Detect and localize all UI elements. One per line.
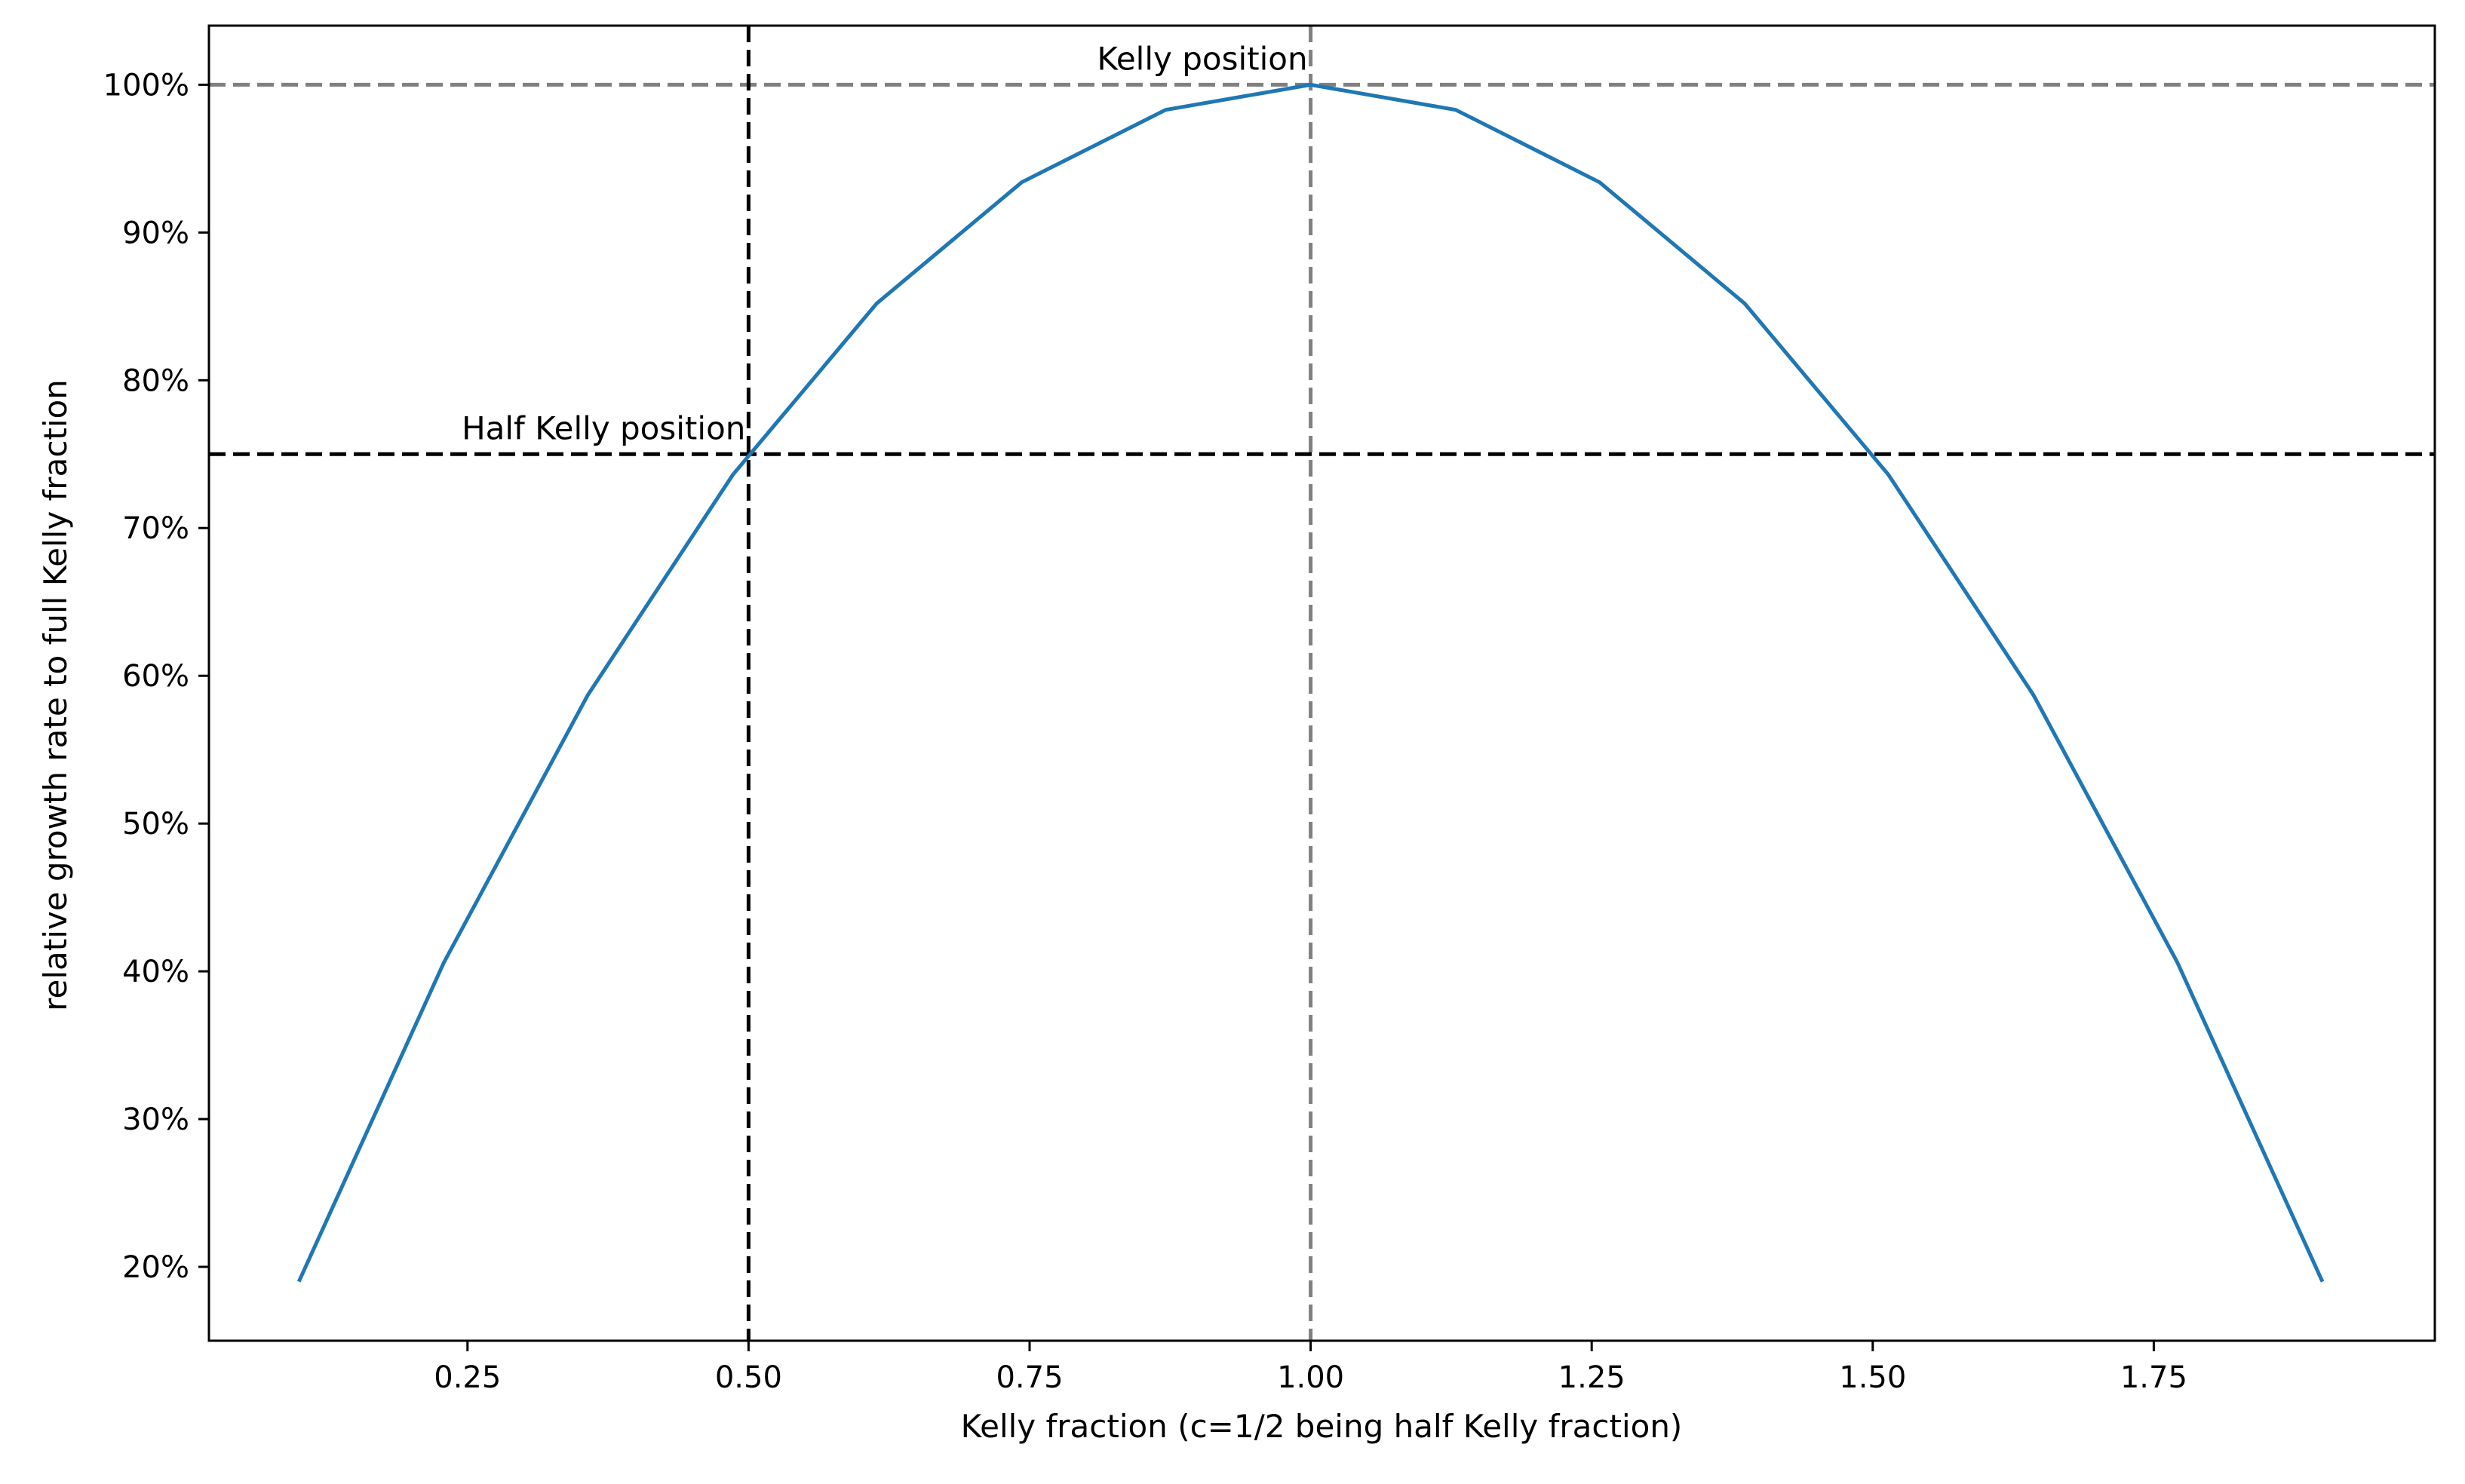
- series-line-0: [296, 82, 2325, 1283]
- y-tick-label-1: 30%: [122, 1102, 189, 1137]
- annotation-1: Half Kelly position: [462, 409, 745, 446]
- y-tick-label-3: 50%: [122, 807, 189, 842]
- axes: [198, 24, 2436, 1351]
- x-tick-label-5: 1.50: [1839, 1360, 1906, 1395]
- y-tick-label-6: 80%: [122, 363, 189, 398]
- plot-area: [209, 26, 2435, 1341]
- y-tick-label-4: 60%: [122, 659, 189, 694]
- y-tick-label-5: 70%: [122, 511, 189, 546]
- x-tick-label-1: 0.50: [715, 1360, 782, 1395]
- x-tick-label-3: 1.00: [1277, 1360, 1344, 1395]
- x-tick-label-2: 0.75: [996, 1360, 1063, 1395]
- y-axis-label: relative growth rate to full Kelly fract…: [37, 379, 74, 1011]
- y-tick-label-7: 90%: [122, 216, 189, 250]
- annotation-0: Kelly position: [1097, 40, 1307, 77]
- x-axis-label: Kelly fraction (c=1/2 being half Kelly f…: [961, 1408, 1683, 1445]
- y-tick-label-2: 40%: [122, 955, 189, 989]
- x-tick-label-4: 1.25: [1558, 1360, 1625, 1395]
- y-tick-label-8: 100%: [103, 68, 189, 103]
- x-tick-label-0: 0.25: [434, 1360, 501, 1395]
- y-tick-label-0: 20%: [122, 1250, 189, 1285]
- x-tick-label-6: 1.75: [2120, 1360, 2187, 1395]
- tick-labels: Kelly position Half Kelly position 0.25 0.5…: [103, 40, 2187, 1395]
- axes-frame: [207, 24, 2436, 1342]
